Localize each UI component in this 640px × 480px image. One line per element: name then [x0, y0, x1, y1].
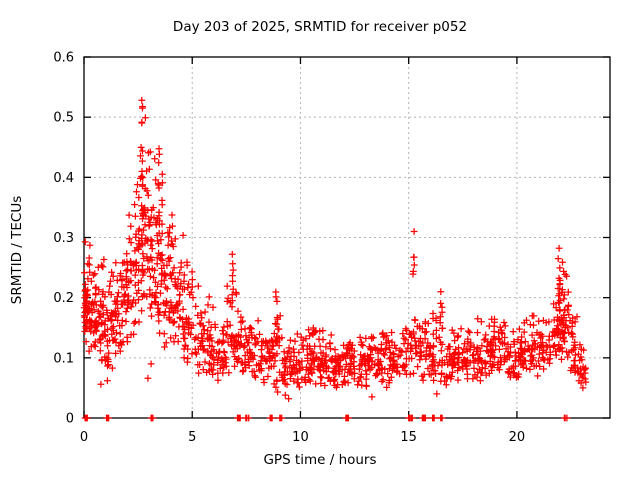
y-tick-label: 0.3 [53, 231, 74, 246]
y-tick-label: 0.1 [53, 351, 74, 366]
x-tick-label: 20 [509, 430, 526, 445]
y-axis-label: SRMTID / TECUs [9, 196, 25, 304]
y-tick-label: 0.2 [53, 291, 74, 306]
y-tick-labels: 0 0.1 0.2 0.3 0.4 0.5 0.6 [53, 51, 74, 427]
x-tick-label: 10 [292, 430, 309, 445]
x-axis-label: GPS time / hours [263, 452, 376, 468]
x-tick-labels: 0 5 10 15 20 [80, 430, 525, 445]
scatter-points [80, 96, 590, 422]
y-tick-label: 0 [66, 412, 74, 427]
chart-title: Day 203 of 2025, SRMTID for receiver p05… [173, 19, 467, 35]
y-tick-label: 0.4 [53, 171, 74, 186]
x-tick-label: 15 [400, 430, 417, 445]
y-tick-label: 0.5 [53, 111, 74, 126]
x-tick-label: 0 [80, 430, 88, 445]
y-tick-label: 0.6 [53, 51, 74, 66]
x-tick-label: 5 [188, 430, 196, 445]
